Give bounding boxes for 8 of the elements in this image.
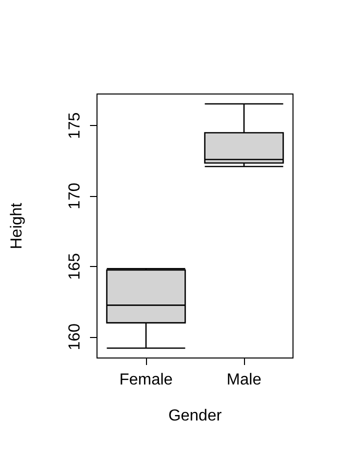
x-axis-title: Gender [168, 408, 222, 424]
x-tick-label: Male [226, 372, 262, 388]
y-axis-title: Height [8, 202, 26, 250]
y-tick-label: 175 [66, 112, 84, 140]
x-tick-label: Female [119, 372, 173, 388]
y-tick-label: 165 [66, 253, 84, 280]
y-tick-label: 170 [66, 182, 84, 210]
y-tick-label: 160 [66, 323, 84, 350]
